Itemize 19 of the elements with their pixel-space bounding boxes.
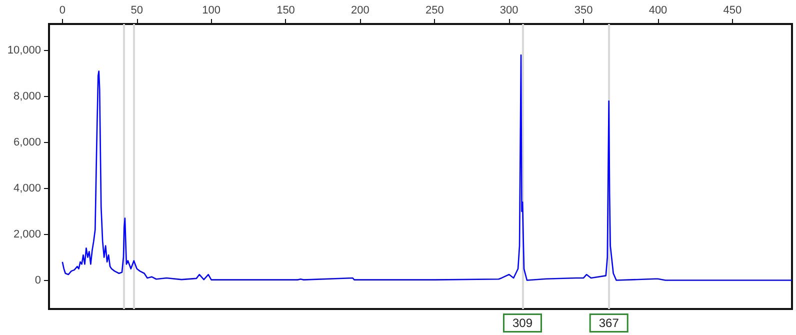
y-tick-label: 2,000 <box>13 228 41 240</box>
y-tick-label: 6,000 <box>13 136 41 148</box>
x-tick-label: 50 <box>130 4 143 16</box>
x-tick-label: 250 <box>425 4 444 16</box>
line-series <box>62 54 793 281</box>
x-tick-label: 150 <box>276 4 295 16</box>
x-tick-label: 400 <box>648 4 668 16</box>
x-tick-label: 300 <box>500 4 518 16</box>
x-tick-label: 0 <box>59 4 66 16</box>
ref-line-label: 367 <box>598 316 620 330</box>
y-tick-label: 8,000 <box>13 90 41 102</box>
y-tick-label: 10,000 <box>7 44 41 56</box>
x-tick-label: 100 <box>202 4 220 16</box>
x-tick-label: 350 <box>574 4 593 16</box>
x-tick-label: 200 <box>351 4 370 16</box>
y-tick-label: 0 <box>34 274 41 286</box>
y-tick-label: 4,000 <box>13 182 41 194</box>
ref-line-label: 309 <box>512 316 533 330</box>
x-tick-label: 450 <box>723 4 742 16</box>
